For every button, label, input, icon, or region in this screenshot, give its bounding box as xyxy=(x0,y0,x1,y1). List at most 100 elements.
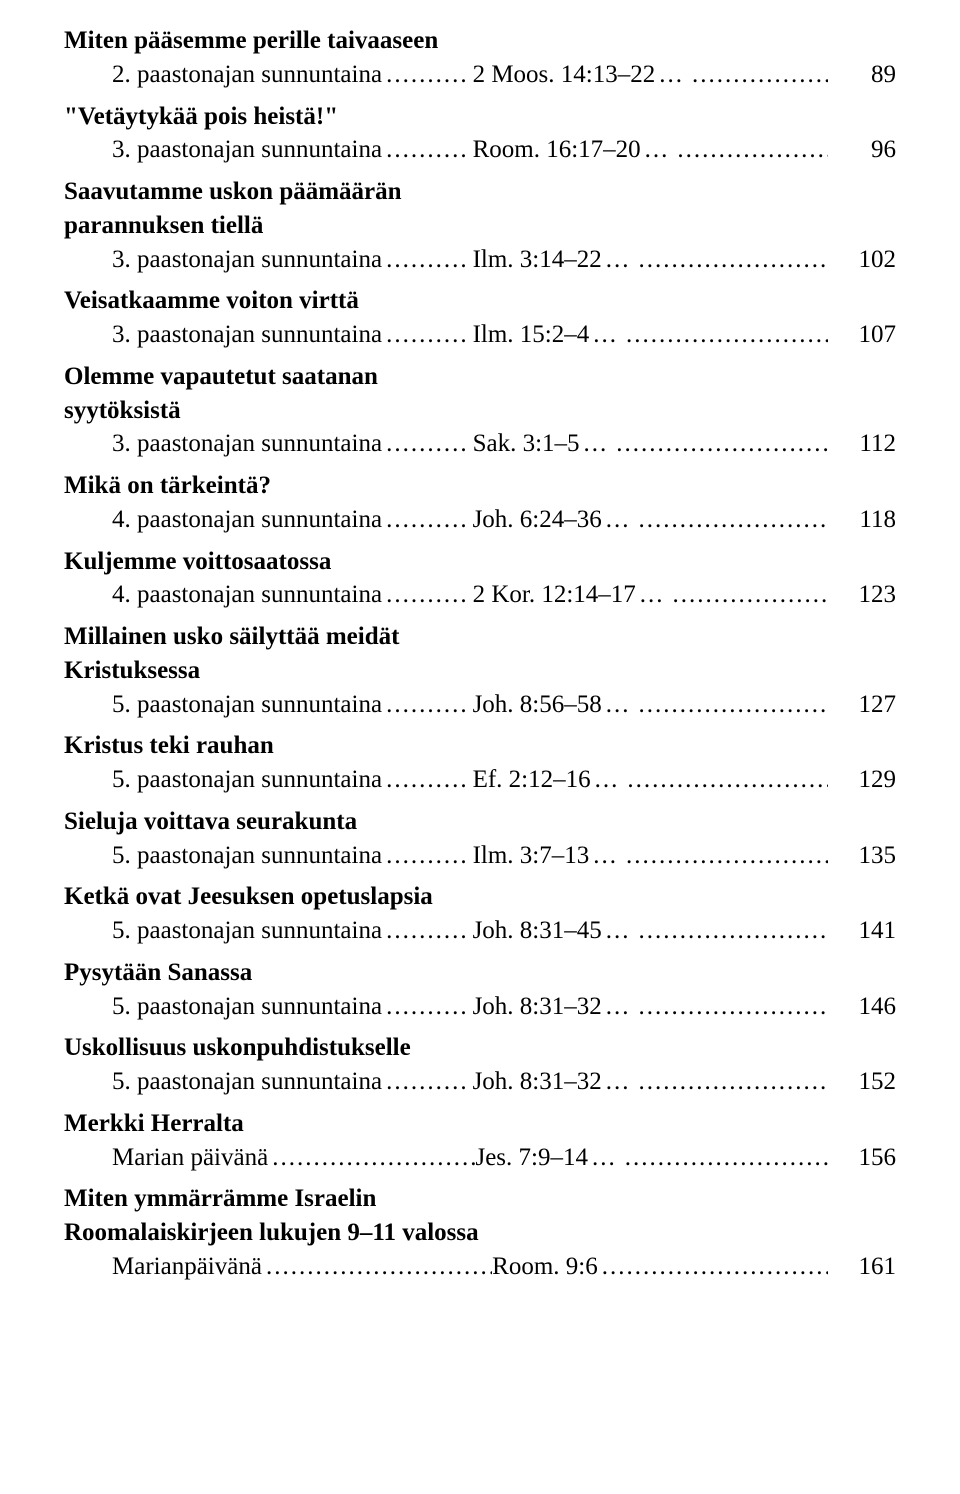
entry-row: 2. paastonajan sunnuntaina .......... 2 … xyxy=(112,58,896,92)
toc-page: Miten pääsemme perille taivaaseen 2. paa… xyxy=(0,0,960,1332)
entry-row: 5. paastonajan sunnuntaina .......... Il… xyxy=(112,839,896,873)
toc-entry: Mikä on tärkeintä? 4. paastonajan sunnun… xyxy=(64,469,896,537)
leader-dots xyxy=(621,1141,828,1175)
leader-dots: .......... xyxy=(382,318,473,352)
leader-dots xyxy=(635,914,828,948)
entry-page: 146 xyxy=(828,990,896,1024)
toc-entry: Saavutamme uskon päämäärän parannuksen t… xyxy=(64,175,896,276)
entry-row: 4. paastonajan sunnuntaina .......... Jo… xyxy=(112,503,896,537)
entry-page: 118 xyxy=(828,503,896,537)
entry-title: Uskollisuus uskonpuhdistukselle xyxy=(64,1031,896,1065)
leader-dots: .......... xyxy=(382,503,473,537)
leader-dots: .......... xyxy=(382,688,473,722)
entry-subtitle: 5. paastonajan sunnuntaina xyxy=(112,914,382,948)
leader-dots xyxy=(635,990,828,1024)
leader-dots: .......... xyxy=(382,578,473,612)
entry-title: Millainen usko säilyttää meidät Kristuks… xyxy=(64,620,896,688)
entry-row: 3. paastonajan sunnuntaina .......... Il… xyxy=(112,318,896,352)
entry-reference: Ilm. 3:14–22 xyxy=(473,243,602,277)
entry-subtitle: 5. paastonajan sunnuntaina xyxy=(112,763,382,797)
leader-dots: ... xyxy=(641,133,674,167)
leader-dots: .......... xyxy=(382,914,473,948)
entry-title: "Vetäytykää pois heistä!" xyxy=(64,100,896,134)
entry-page: 123 xyxy=(828,578,896,612)
leader-dots: ... xyxy=(602,243,635,277)
entry-page: 96 xyxy=(828,133,896,167)
leader-dots: ... xyxy=(580,427,613,461)
entry-reference: Room. 9:6 xyxy=(492,1250,598,1284)
entry-row: Marian päivänä Jes. 7:9–14 ... 156 xyxy=(112,1141,896,1175)
entry-subtitle: Marianpäivänä xyxy=(112,1250,262,1284)
entry-title: Kuljemme voittosaatossa xyxy=(64,545,896,579)
leader-dots: ... xyxy=(602,503,635,537)
leader-dots xyxy=(612,427,828,461)
entry-subtitle: 5. paastonajan sunnuntaina xyxy=(112,990,382,1024)
toc-entry: "Vetäytykää pois heistä!" 3. paastonajan… xyxy=(64,100,896,168)
entry-reference: 2 Moos. 14:13–22 xyxy=(473,58,656,92)
entry-reference: Joh. 8:31–32 xyxy=(473,1065,602,1099)
leader-dots: .......... xyxy=(382,133,473,167)
leader-dots: ... xyxy=(588,1141,621,1175)
entry-subtitle: 3. paastonajan sunnuntaina xyxy=(112,427,382,461)
toc-entry: Olemme vapautetut saatanan syytöksistä 3… xyxy=(64,360,896,461)
entry-subtitle: 5. paastonajan sunnuntaina xyxy=(112,1065,382,1099)
toc-entry: Sieluja voittava seurakunta 5. paastonaj… xyxy=(64,805,896,873)
entry-row: 5. paastonajan sunnuntaina .......... Ef… xyxy=(112,763,896,797)
entry-subtitle: 3. paastonajan sunnuntaina xyxy=(112,318,382,352)
toc-entry: Uskollisuus uskonpuhdistukselle 5. paast… xyxy=(64,1031,896,1099)
entry-page: 127 xyxy=(828,688,896,722)
entry-title: Sieluja voittava seurakunta xyxy=(64,805,896,839)
leader-dots: .......... xyxy=(382,58,473,92)
entry-reference: Sak. 3:1–5 xyxy=(473,427,580,461)
leader-dots xyxy=(623,763,828,797)
entry-reference: Joh. 8:31–32 xyxy=(473,990,602,1024)
entry-title: Olemme vapautetut saatanan syytöksistä xyxy=(64,360,896,428)
leader-dots: ... xyxy=(602,1065,635,1099)
entry-title: Mikä on tärkeintä? xyxy=(64,469,896,503)
leader-dots: .......... xyxy=(382,763,473,797)
toc-entry: Miten ymmärrämme Israelin Roomalaiskirje… xyxy=(64,1182,896,1283)
entry-page: 89 xyxy=(828,58,896,92)
toc-entry: Kuljemme voittosaatossa 4. paastonajan s… xyxy=(64,545,896,613)
entry-subtitle: 4. paastonajan sunnuntaina xyxy=(112,578,382,612)
leader-dots: .......... xyxy=(382,1065,473,1099)
entry-row: 5. paastonajan sunnuntaina .......... Jo… xyxy=(112,1065,896,1099)
toc-entry: Merkki Herralta Marian päivänä Jes. 7:9–… xyxy=(64,1107,896,1175)
leader-dots: ... xyxy=(589,839,622,873)
entry-subtitle: 4. paastonajan sunnuntaina xyxy=(112,503,382,537)
leader-dots xyxy=(598,1250,828,1284)
leader-dots: ... xyxy=(602,688,635,722)
leader-dots xyxy=(673,133,828,167)
toc-entry: Pysytään Sanassa 5. paastonajan sunnunta… xyxy=(64,956,896,1024)
entry-row: Marianpäivänä Room. 9:6 161 xyxy=(112,1250,896,1284)
leader-dots xyxy=(262,1250,492,1284)
entry-title: Veisatkaamme voiton virttä xyxy=(64,284,896,318)
entry-row: 5. paastonajan sunnuntaina .......... Jo… xyxy=(112,688,896,722)
leader-dots xyxy=(635,503,828,537)
leader-dots: ... xyxy=(591,763,624,797)
entry-title: Miten pääsemme perille taivaaseen xyxy=(64,24,896,58)
entry-reference: Ilm. 15:2–4 xyxy=(473,318,590,352)
leader-dots xyxy=(635,688,828,722)
entry-page: 156 xyxy=(828,1141,896,1175)
entry-page: 161 xyxy=(828,1250,896,1284)
entry-page: 141 xyxy=(828,914,896,948)
entry-page: 129 xyxy=(828,763,896,797)
leader-dots xyxy=(622,318,828,352)
entry-reference: Ilm. 3:7–13 xyxy=(473,839,590,873)
leader-dots xyxy=(688,58,828,92)
entry-row: 3. paastonajan sunnuntaina .......... Sa… xyxy=(112,427,896,461)
entry-subtitle: 3. paastonajan sunnuntaina xyxy=(112,243,382,277)
entry-title: Pysytään Sanassa xyxy=(64,956,896,990)
leader-dots xyxy=(268,1141,475,1175)
entry-reference: Room. 16:17–20 xyxy=(473,133,641,167)
entry-page: 112 xyxy=(828,427,896,461)
toc-entry: Ketkä ovat Jeesuksen opetuslapsia 5. paa… xyxy=(64,880,896,948)
entry-row: 3. paastonajan sunnuntaina .......... Il… xyxy=(112,243,896,277)
leader-dots xyxy=(669,578,828,612)
entry-subtitle: 3. paastonajan sunnuntaina xyxy=(112,133,382,167)
entry-title: Ketkä ovat Jeesuksen opetuslapsia xyxy=(64,880,896,914)
entry-page: 107 xyxy=(828,318,896,352)
leader-dots xyxy=(635,1065,828,1099)
entry-title: Miten ymmärrämme Israelin Roomalaiskirje… xyxy=(64,1182,896,1250)
